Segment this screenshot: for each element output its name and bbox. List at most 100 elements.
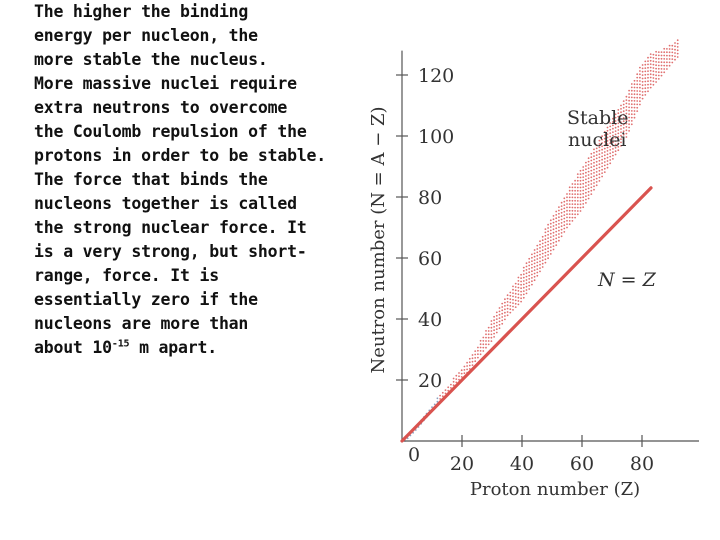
stable-nucleus-point [541, 246, 544, 248]
stable-nucleus-point [625, 112, 628, 115]
stable-nucleus-point [630, 116, 633, 119]
stable-nucleus-point [558, 212, 560, 215]
stable-nucleus-point [598, 163, 601, 166]
stable-nucleus-point [622, 120, 625, 123]
stable-nucleus-point [482, 343, 485, 346]
stable-nucleus-point [566, 196, 568, 199]
stable-nucleus-point [641, 94, 644, 97]
stable-nucleus-point [595, 154, 598, 157]
stable-nucleus-point [633, 103, 636, 106]
stable-nucleus-point [633, 86, 636, 89]
stable-nucleus-point [501, 309, 504, 312]
stable-nucleus-point [603, 171, 606, 174]
stable-nucleus-point [660, 68, 663, 70]
stable-nucleus-point [593, 155, 595, 158]
stable-nucleus-point [479, 346, 482, 349]
stable-nucleus-point [676, 52, 679, 55]
stable-nucleus-point [622, 110, 625, 113]
stable-nucleus-point [633, 116, 636, 119]
stable-nucleus-point [506, 314, 509, 317]
stable-nucleus-point [517, 296, 520, 299]
stable-nucleus-point [514, 306, 517, 308]
stable-nucleus-point [587, 180, 590, 183]
stable-nucleus-point [609, 125, 612, 128]
stable-nucleus-point [622, 137, 625, 139]
stable-nucleus-point [555, 224, 558, 226]
stable-nucleus-point [436, 400, 439, 403]
stable-nucleus-point [630, 86, 633, 89]
stable-nucleus-point [660, 74, 663, 77]
stable-nucleus-point [612, 148, 614, 150]
stable-nucleus-point [639, 76, 641, 79]
stable-nucleus-point [541, 262, 544, 265]
stable-nucleus-point [536, 258, 539, 260]
stable-nucleus-point [544, 255, 547, 257]
stable-nucleus-point [433, 403, 436, 406]
stable-nucleus-point [563, 210, 566, 213]
stable-nucleus-point [576, 213, 579, 216]
stable-nucleus-point [609, 128, 612, 131]
stable-nucleus-point [630, 123, 633, 126]
stable-nucleus-point [641, 84, 644, 87]
stable-nucleus-point [636, 100, 639, 102]
stable-nucleus-point [458, 372, 460, 374]
stable-nucleus-point [579, 179, 582, 182]
stable-nucleus-point [617, 145, 620, 148]
stable-nucleus-point [639, 70, 641, 72]
stable-nucleus-point [579, 210, 582, 212]
stable-nucleus-point [495, 311, 498, 314]
x-tick-label-60: 60 [570, 453, 594, 475]
stable-nucleus-point [609, 152, 612, 155]
stable-nucleus-point [622, 117, 625, 119]
stable-nucleus-point [663, 54, 666, 57]
stable-nucleus-point [606, 143, 609, 146]
stable-nucleus-point [625, 119, 628, 122]
stable-nucleus-point [598, 149, 601, 152]
stable-nucleus-point [544, 251, 547, 254]
stable-nucleus-point [574, 179, 576, 182]
stable-nucleus-point [587, 160, 590, 163]
stable-nucleus-point [531, 263, 533, 266]
stable-nucleus-point [609, 162, 612, 165]
stable-nucleus-point [609, 132, 612, 135]
strong-force-text: The force that binds the nucleons togeth… [34, 170, 307, 357]
stable-nucleus-point [614, 136, 617, 139]
stable-nucleus-point [609, 159, 612, 161]
stable-nucleus-point [614, 146, 617, 149]
stable-nucleus-point [587, 167, 590, 170]
stable-nucleus-point [533, 259, 536, 261]
stable-nucleus-point [587, 157, 590, 160]
stable-nucleus-point [671, 54, 674, 57]
stable-nucleus-point [495, 314, 498, 317]
stable-nucleus-point [431, 406, 433, 408]
strong-force-tail: m apart. [129, 338, 217, 357]
stable-nucleus-point [668, 51, 671, 54]
stable-nucleus-point [536, 251, 539, 254]
stable-nucleus-point [576, 186, 579, 189]
stable-nucleus-point [547, 230, 549, 233]
stable-nucleus-point [657, 61, 660, 63]
stable-nucleus-point [666, 58, 668, 60]
stable-nucleus-point [628, 126, 630, 129]
stable-nucleus-point [612, 134, 614, 137]
stable-nucleus-point [601, 172, 603, 175]
stable-nucleus-point [533, 249, 536, 251]
stable-nucleus-point [512, 292, 514, 294]
stable-nucleus-point [582, 206, 585, 209]
stable-nucleus-point [660, 51, 663, 53]
stable-nucleus-point [547, 233, 549, 236]
stable-nucleus-point [533, 275, 536, 278]
stable-nucleus-point [647, 87, 649, 89]
stable-nucleus-point [628, 113, 630, 115]
stable-nucleus-point [676, 56, 679, 58]
stable-nucleus-point [555, 214, 558, 216]
stable-nucleus-point [620, 118, 622, 120]
stable-nucleus-point [636, 96, 639, 99]
stable-nucleus-point [644, 73, 647, 76]
stable-nucleus-point [493, 322, 495, 325]
stable-nucleus-point [622, 113, 625, 116]
stable-nucleus-point [522, 270, 525, 272]
stable-nucleus-point [568, 189, 571, 192]
stable-nucleus-point [625, 95, 628, 98]
stable-nucleus-point [652, 63, 655, 66]
